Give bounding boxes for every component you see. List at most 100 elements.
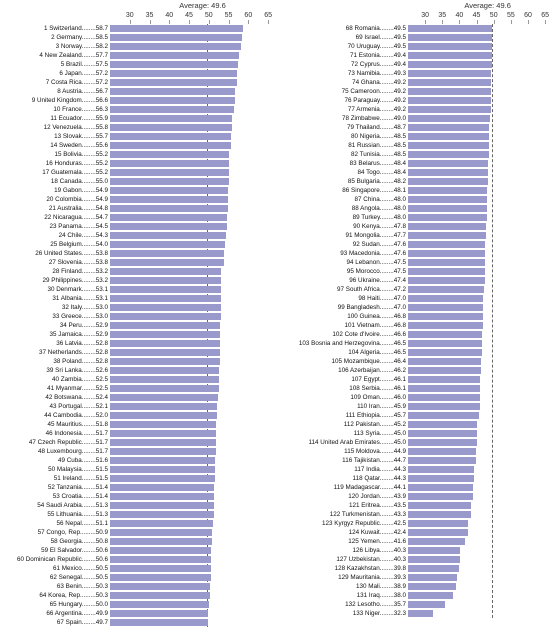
axis-tick — [209, 20, 210, 24]
row-label: 99 Bangladesh........47.0 — [0, 304, 406, 311]
row-label: 93 Macedonia........47.6 — [0, 250, 406, 257]
row-label: 120 Jordan........43.9 — [0, 493, 406, 500]
axis-tick-label: 50 — [490, 12, 498, 19]
axis-tick — [248, 20, 249, 24]
bar — [408, 196, 487, 204]
row-label: 70 Uruguay........49.5 — [0, 43, 406, 50]
axis-tick-label: 30 — [126, 12, 134, 19]
row-label: 123 Kyrgyz Republic........42.5 — [0, 520, 406, 527]
row-label: 111 Ethiopia........45.7 — [0, 412, 406, 419]
row-label: 71 Estonia........49.4 — [0, 52, 406, 59]
bar — [408, 151, 489, 159]
average-label: Average: 49.6 — [179, 1, 226, 10]
bar — [408, 304, 483, 312]
row-label: 126 Libya........40.3 — [0, 547, 406, 554]
axis-tick — [545, 20, 546, 24]
row-label: 91 Mongolia........47.7 — [0, 232, 406, 239]
row-label: 113 Syria........45.0 — [0, 430, 406, 437]
row-label: 78 Zimbabwe........49.0 — [0, 115, 406, 122]
row-label: 74 Ghana........49.2 — [0, 79, 406, 86]
row-label: 67 Spain........49.7 — [0, 619, 108, 626]
bar — [408, 376, 480, 384]
row-label: 118 Qatar........44.3 — [0, 475, 406, 482]
bar — [408, 385, 480, 393]
bar — [408, 232, 486, 240]
bar — [408, 367, 481, 375]
row-label: 116 Tajikistan........44.7 — [0, 457, 406, 464]
bar — [408, 493, 473, 501]
average-label: Average: 49.6 — [464, 1, 511, 10]
row-label: 84 Togo........48.4 — [0, 169, 406, 176]
bar — [408, 70, 491, 78]
bar — [408, 115, 490, 123]
row-label: 79 Thailand........48.7 — [0, 124, 406, 131]
axis-tick — [169, 20, 170, 24]
bar — [408, 511, 471, 519]
bar — [408, 88, 491, 96]
bar — [408, 358, 481, 366]
bar — [408, 124, 489, 132]
row-label: 75 Cameroon........49.2 — [0, 88, 406, 95]
bar — [408, 349, 482, 357]
row-label: 85 Bulgaria........48.2 — [0, 178, 406, 185]
row-label: 117 India........44.3 — [0, 466, 406, 473]
row-label: 108 Serbia........46.1 — [0, 385, 406, 392]
row-label: 88 Angola........48.0 — [0, 205, 406, 212]
bar — [408, 259, 485, 267]
row-label: 76 Paraguay........49.2 — [0, 97, 406, 104]
bar — [408, 295, 483, 303]
bar — [408, 331, 482, 339]
bar — [110, 619, 208, 627]
bar — [408, 79, 491, 87]
bar — [408, 556, 460, 564]
axis-tick — [268, 20, 269, 24]
bar — [408, 403, 480, 411]
row-label: 98 Haiti........47.0 — [0, 295, 406, 302]
row-label: 87 China........48.0 — [0, 196, 406, 203]
row-label: 119 Madagascar........44.1 — [0, 484, 406, 491]
bar — [408, 97, 491, 105]
bar — [408, 205, 487, 213]
row-label: 125 Yemen........41.6 — [0, 538, 406, 545]
bar — [408, 223, 486, 231]
bar — [408, 322, 483, 330]
axis-tick — [442, 20, 443, 24]
row-label: 104 Algeria........46.5 — [0, 349, 406, 356]
bar — [408, 466, 474, 474]
bar — [408, 187, 487, 195]
axis-tick — [511, 20, 512, 24]
bar — [408, 214, 487, 222]
row-label: 94 Lebanon........47.5 — [0, 259, 406, 266]
axis-tick — [477, 20, 478, 24]
row-label: 80 Nigeria........48.5 — [0, 133, 406, 140]
row-label: 72 Cyprus........49.4 — [0, 61, 406, 68]
bar — [408, 286, 484, 294]
axis-tick-label: 35 — [438, 12, 446, 19]
axis-tick-label: 55 — [225, 12, 233, 19]
axis-tick-label: 60 — [524, 12, 532, 19]
axis-tick-label: 40 — [165, 12, 173, 19]
row-label: 130 Mali........38.9 — [0, 583, 406, 590]
axis-tick-label: 50 — [205, 12, 213, 19]
bar — [408, 394, 480, 402]
bar — [408, 592, 453, 600]
axis-tick-label: 45 — [473, 12, 481, 19]
row-label: 101 Vietnam........46.8 — [0, 322, 406, 329]
bar — [408, 520, 468, 528]
bar — [408, 241, 485, 249]
bar — [408, 61, 492, 69]
axis-tick — [130, 20, 131, 24]
bar — [408, 439, 477, 447]
row-label: 128 Kazakhstan........39.8 — [0, 565, 406, 572]
bar — [408, 169, 488, 177]
axis-tick-label: 30 — [421, 12, 429, 19]
bar — [408, 250, 485, 258]
axis-tick — [229, 20, 230, 24]
axis-tick — [494, 20, 495, 24]
row-label: 121 Eritrea........43.5 — [0, 502, 406, 509]
bar — [408, 340, 482, 348]
row-label: 103 Bosnia and Herzegovina........46.5 — [0, 340, 406, 347]
axis-tick — [150, 20, 151, 24]
axis-tick-label: 65 — [541, 12, 549, 19]
row-label: 124 Kuwait........42.4 — [0, 529, 406, 536]
